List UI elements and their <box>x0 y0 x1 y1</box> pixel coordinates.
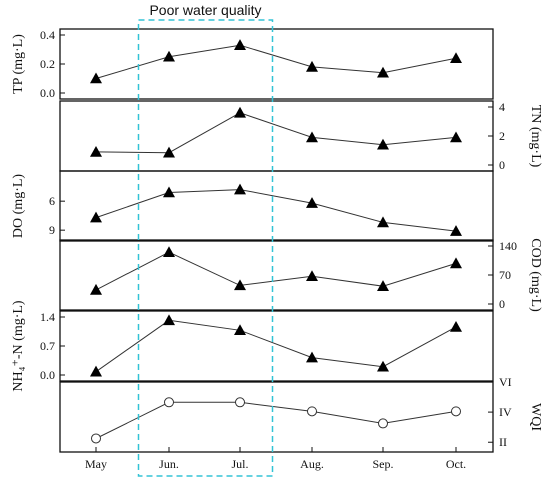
data-point-nh4-4 <box>377 360 389 372</box>
data-point-tn-3 <box>306 131 318 143</box>
data-point-cod-0 <box>90 283 102 295</box>
y-axis-title-cod: COD (mg·L) <box>528 238 543 312</box>
data-point-cod-3 <box>306 270 318 282</box>
series-line-cod <box>95 251 457 291</box>
data-point-do-4 <box>377 216 389 228</box>
data-point-tp-2 <box>234 39 246 50</box>
y-tick-label-nh4-1: 0.7 <box>40 339 55 353</box>
y-tick-label-nh4-2: 1.4 <box>40 310 55 324</box>
data-point-tn-0 <box>90 145 102 157</box>
data-point-wqi-0 <box>91 433 101 444</box>
data-point-wqi-2 <box>235 397 245 408</box>
panel-cod: 0 70 140 COD (mg·L) <box>59 238 543 312</box>
y-tick-label-do-0: 6 <box>49 194 55 208</box>
y-tick-label-tn-0: 0 <box>499 158 505 172</box>
data-point-cod-2 <box>234 279 246 291</box>
panel-do: 6 9 DO (mg·L) <box>11 170 494 242</box>
data-point-cod-4 <box>377 280 389 291</box>
panel-tp: 0.0 0.2 0.4 TP (mg·L) <box>11 28 494 100</box>
data-point-do-3 <box>306 197 318 208</box>
y-tick-label-wqi-2: VI <box>499 375 512 389</box>
y-tick-label-cod-1: 70 <box>499 268 511 282</box>
data-point-tn-4 <box>377 138 389 150</box>
y-axis-title-nh4: NH₄⁺-N (mg·L) <box>11 300 26 392</box>
y-tick-label-tn-1: 2 <box>499 129 505 143</box>
panels-layer: 0.0 0.2 0.4 TP (mg·L) 0 2 4 TN (mg·L) 6 9 DO (mg·L… <box>11 28 543 453</box>
highlight-layer: Poor water quality <box>137 2 274 477</box>
data-point-do-0 <box>90 211 102 223</box>
panel-frame-nh4 <box>59 310 494 382</box>
y-tick-label-wqi-0: II <box>499 435 507 449</box>
data-point-nh4-2 <box>234 324 246 336</box>
data-point-tp-4 <box>377 66 389 78</box>
panel-frame-wqi <box>59 381 494 453</box>
x-tick-label-4: Sep. <box>373 457 394 471</box>
data-point-wqi-1 <box>164 397 174 408</box>
y-tick-label-cod-0: 0 <box>499 297 505 311</box>
data-point-do-5 <box>450 225 462 236</box>
data-point-tp-5 <box>450 52 462 63</box>
series-line-wqi <box>95 401 457 439</box>
data-point-tn-1 <box>163 146 175 158</box>
data-point-tp-3 <box>306 60 318 72</box>
panel-frame-tn <box>59 100 494 172</box>
series-line-do <box>95 189 457 232</box>
data-point-wqi-3 <box>307 406 317 417</box>
y-tick-label-tn-2: 4 <box>499 100 505 114</box>
y-axis-title-do: DO (mg·L) <box>11 174 26 238</box>
x-axis: May Jun. Jul. Aug. Sep. Oct. <box>85 447 466 471</box>
y-tick-label-nh4-0: 0.0 <box>40 368 55 382</box>
data-point-nh4-5 <box>450 320 462 332</box>
panel-wqi: II IV VI WQI <box>59 375 543 453</box>
panel-tn: 0 2 4 TN (mg·L) <box>59 100 543 172</box>
series-line-nh4 <box>95 319 457 373</box>
data-point-wqi-5 <box>451 406 461 417</box>
y-axis-title-tp: TP (mg·L) <box>11 34 26 94</box>
y-axis-title-tn: TN (mg·L) <box>528 105 543 168</box>
data-point-tn-5 <box>450 131 462 143</box>
y-axis-title-wqi: WQI <box>528 403 543 431</box>
y-tick-label-cod-2: 140 <box>499 239 517 253</box>
x-tick-label-3: Aug. <box>300 457 324 471</box>
y-tick-label-tp-2: 0.4 <box>40 28 55 42</box>
y-tick-label-tp-1: 0.2 <box>40 57 55 71</box>
data-point-tp-0 <box>90 72 102 84</box>
poor-water-quality-label: Poor water quality <box>149 2 261 18</box>
data-point-do-2 <box>234 183 246 195</box>
data-point-tn-2 <box>234 106 246 118</box>
x-tick-label-1: Jun. <box>159 457 179 471</box>
poor-water-quality-box <box>137 19 274 477</box>
x-tick-label-5: Oct. <box>446 457 466 471</box>
panel-frame-do <box>59 170 494 242</box>
data-point-wqi-4 <box>378 418 388 429</box>
x-tick-label-0: May <box>85 457 107 471</box>
data-point-nh4-1 <box>163 314 175 326</box>
y-tick-label-wqi-1: IV <box>499 405 512 419</box>
y-tick-label-do-1: 9 <box>49 223 55 237</box>
data-point-cod-5 <box>450 257 462 269</box>
panel-nh4: 0.0 0.7 1.4 NH₄⁺-N (mg·L) <box>11 300 494 392</box>
y-tick-label-tp-0: 0.0 <box>40 86 55 100</box>
x-tick-label-2: Jul. <box>231 457 248 471</box>
series-line-tp <box>95 44 457 79</box>
data-point-cod-1 <box>163 246 175 258</box>
data-point-nh4-3 <box>306 351 318 363</box>
data-point-tp-1 <box>163 50 175 62</box>
data-point-nh4-0 <box>90 365 102 377</box>
series-line-tn <box>95 112 457 154</box>
data-point-do-1 <box>163 186 175 198</box>
